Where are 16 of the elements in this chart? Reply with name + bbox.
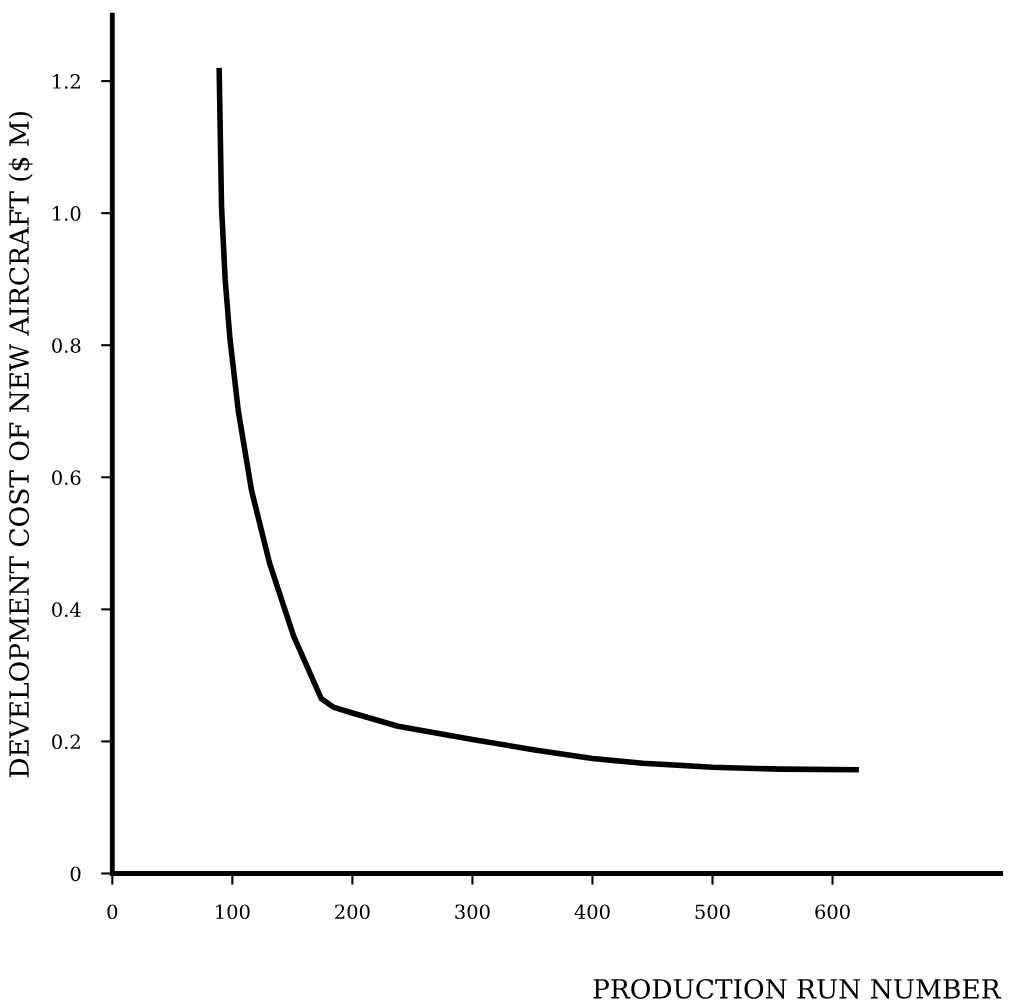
y-tick-label: 0.6 xyxy=(52,470,81,485)
x-tick-label: 200 xyxy=(335,904,370,920)
x-tick-label: 100 xyxy=(216,904,250,920)
y-tick-label: 1.2 xyxy=(53,74,80,89)
y-tick-label: 0.4 xyxy=(52,602,81,618)
y-tick-label: 0 xyxy=(70,866,81,882)
x-tick-label: 0 xyxy=(107,904,118,920)
x-tick-label: 600 xyxy=(815,904,850,920)
y-tick-label: 1.0 xyxy=(53,206,81,221)
y-axis-title: DEVELOPMENT COST OF NEW AIRCRAFT ($ M) xyxy=(8,112,33,778)
y-tick-label: 0.2 xyxy=(52,734,80,750)
x-tick-label: 300 xyxy=(455,904,490,920)
x-axis-title: PRODUCTION RUN NUMBER xyxy=(593,978,1002,999)
x-tick-label: 400 xyxy=(574,904,610,920)
x-tick-label: 500 xyxy=(695,904,730,920)
y-tick-label: 0.8 xyxy=(52,338,81,353)
